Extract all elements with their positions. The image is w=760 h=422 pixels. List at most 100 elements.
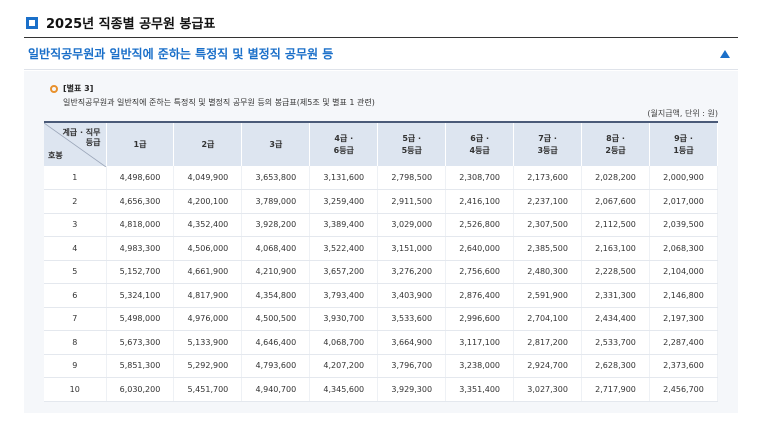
salary-cell: 2,237,100 xyxy=(513,189,583,214)
salary-cell: 5,851,300 xyxy=(106,354,175,378)
table-row: 5 5,152,700 4,661,900 4,210,900 3,657,200 3,2… xyxy=(44,260,718,284)
col-header: 1급 xyxy=(106,121,175,166)
table-row: 9 5,851,300 5,292,900 4,793,600 4,207,200 3,7… xyxy=(44,354,718,378)
table-row: 1 4,498,600 4,049,900 3,653,800 3,131,600 2,7… xyxy=(44,166,718,190)
corner-grade-label: 계급 · 직무 등급 xyxy=(62,128,101,147)
salary-cell: 2,640,000 xyxy=(445,236,515,261)
salary-cell: 3,928,200 xyxy=(241,213,311,237)
salary-cell: 2,480,300 xyxy=(513,260,583,284)
salary-cell: 3,930,700 xyxy=(309,307,379,331)
salary-cell: 2,163,100 xyxy=(581,236,650,261)
salary-cell: 2,717,900 xyxy=(581,377,650,402)
salary-cell: 5,673,300 xyxy=(106,330,175,355)
table-row: 10 6,030,200 5,451,700 4,940,700 4,345,600 3,… xyxy=(44,377,718,402)
page-title: 2025년 직종별 공무원 봉급표 xyxy=(46,17,216,32)
step-cell: 6 xyxy=(44,283,107,308)
table-row: 8 5,673,300 5,133,900 4,646,400 4,068,700 3,6… xyxy=(44,330,718,355)
section-accordion-header[interactable]: 일반직공무원과 일반직에 준하는 특정직 및 별정직 공무원 등 xyxy=(24,38,738,70)
col-header: 7급 · 3등급 xyxy=(513,121,583,166)
salary-cell: 2,533,700 xyxy=(581,330,650,355)
step-cell: 8 xyxy=(44,330,107,355)
salary-cell: 2,628,300 xyxy=(581,354,650,378)
salary-cell: 3,027,300 xyxy=(513,377,583,402)
salary-cell: 4,068,400 xyxy=(241,236,311,261)
salary-cell: 2,456,700 xyxy=(649,377,718,402)
step-cell: 1 xyxy=(44,166,107,190)
col-header: 3급 xyxy=(241,121,311,166)
salary-cell: 2,385,500 xyxy=(513,236,583,261)
col-header: 5급 · 5등급 xyxy=(377,121,447,166)
salary-cell: 2,876,400 xyxy=(445,283,515,308)
step-cell: 7 xyxy=(44,307,107,331)
salary-cell: 4,207,200 xyxy=(309,354,379,378)
salary-cell: 4,983,300 xyxy=(106,236,175,261)
salary-cell: 3,664,900 xyxy=(377,330,447,355)
salary-cell: 2,308,700 xyxy=(445,166,515,190)
salary-cell: 2,228,500 xyxy=(581,260,650,284)
page-header: 2025년 직종별 공무원 봉급표 xyxy=(24,8,738,38)
salary-cell: 3,117,100 xyxy=(445,330,515,355)
step-cell: 10 xyxy=(44,377,107,402)
salary-cell: 3,793,400 xyxy=(309,283,379,308)
salary-cell: 3,259,400 xyxy=(309,189,379,214)
salary-cell: 5,498,000 xyxy=(106,307,175,331)
salary-cell: 4,793,600 xyxy=(241,354,311,378)
salary-cell: 2,416,100 xyxy=(445,189,515,214)
diagonal-line xyxy=(44,123,106,167)
salary-cell: 4,818,000 xyxy=(106,213,175,237)
salary-cell: 2,068,300 xyxy=(649,236,718,261)
salary-cell: 2,067,600 xyxy=(581,189,650,214)
salary-cell: 2,039,500 xyxy=(649,213,718,237)
section-panel: [별표 3] 일반직공무원과 일반직에 준하는 특정직 및 별정직 공무원 등의… xyxy=(24,71,738,413)
salary-cell: 4,345,600 xyxy=(309,377,379,402)
salary-cell: 4,656,300 xyxy=(106,189,175,214)
salary-cell: 5,292,900 xyxy=(173,354,243,378)
salary-cell: 5,133,900 xyxy=(173,330,243,355)
salary-cell: 2,017,000 xyxy=(649,189,718,214)
step-cell: 5 xyxy=(44,260,107,284)
corner-step-label: 호봉 xyxy=(48,151,63,160)
salary-cell: 4,068,700 xyxy=(309,330,379,355)
col-header: 8급 · 2등급 xyxy=(581,121,650,166)
salary-cell: 6,030,200 xyxy=(106,377,175,402)
salary-cell: 4,498,600 xyxy=(106,166,175,190)
salary-cell: 3,389,400 xyxy=(309,213,379,237)
salary-cell: 4,646,400 xyxy=(241,330,311,355)
salary-cell: 4,506,000 xyxy=(173,236,243,261)
salary-cell: 4,500,500 xyxy=(241,307,311,331)
step-cell: 2 xyxy=(44,189,107,214)
table-note: [별표 3] 일반직공무원과 일반직에 준하는 특정직 및 별정직 공무원 등의… xyxy=(50,83,375,108)
step-cell: 9 xyxy=(44,354,107,378)
section-title[interactable]: 일반직공무원과 일반직에 준하는 특정직 및 별정직 공무원 등 xyxy=(28,47,334,61)
salary-cell: 2,996,600 xyxy=(445,307,515,331)
salary-cell: 4,940,700 xyxy=(241,377,311,402)
salary-cell: 2,104,000 xyxy=(649,260,718,284)
salary-cell: 3,929,300 xyxy=(377,377,447,402)
note-label: [별표 3] xyxy=(63,84,94,93)
table-row: 3 4,818,000 4,352,400 3,928,200 3,389,400 3,0… xyxy=(44,213,718,237)
salary-cell: 3,789,000 xyxy=(241,189,311,214)
collapse-arrow-icon[interactable] xyxy=(720,49,730,58)
salary-cell: 4,210,900 xyxy=(241,260,311,284)
salary-table: 계급 · 직무 등급 호봉 1급 2급 3급 4급 · 6등급 5급 · 5등급 6… xyxy=(44,121,718,402)
square-bullet-icon xyxy=(26,16,38,29)
step-cell: 3 xyxy=(44,213,107,237)
col-header: 4급 · 6등급 xyxy=(309,121,379,166)
salary-cell: 3,796,700 xyxy=(377,354,447,378)
unit-label: (월지급액, 단위 : 원) xyxy=(647,109,718,118)
salary-cell: 5,324,100 xyxy=(106,283,175,308)
salary-cell: 2,197,300 xyxy=(649,307,718,331)
salary-cell: 2,434,400 xyxy=(581,307,650,331)
salary-cell: 3,403,900 xyxy=(377,283,447,308)
salary-cell: 3,238,000 xyxy=(445,354,515,378)
salary-cell: 2,817,200 xyxy=(513,330,583,355)
salary-cell: 3,029,000 xyxy=(377,213,447,237)
salary-cell: 2,924,700 xyxy=(513,354,583,378)
table-row: 2 4,656,300 4,200,100 3,789,000 3,259,400 2,9… xyxy=(44,189,718,214)
salary-cell: 4,976,000 xyxy=(173,307,243,331)
salary-cell: 3,653,800 xyxy=(241,166,311,190)
table-row: 6 5,324,100 4,817,900 4,354,800 3,793,400 3,4… xyxy=(44,283,718,308)
salary-cell: 2,000,900 xyxy=(649,166,718,190)
table-header-row: 계급 · 직무 등급 호봉 1급 2급 3급 4급 · 6등급 5급 · 5등급 6… xyxy=(44,121,718,167)
salary-cell: 4,200,100 xyxy=(173,189,243,214)
